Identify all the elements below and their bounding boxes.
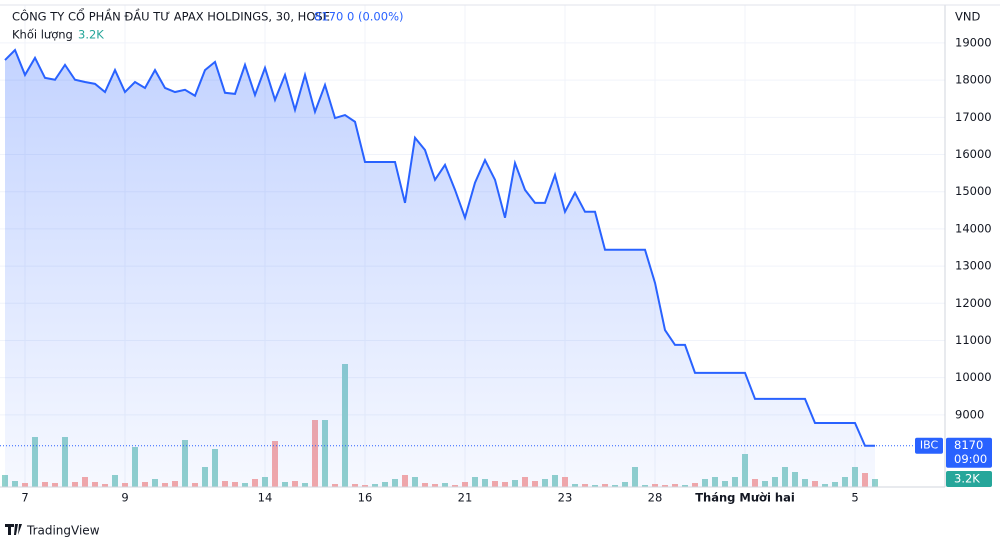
chart-title: CÔNG TY CỔ PHẦN ĐẦU TƯ APAX HOLDINGS, 30…	[12, 8, 330, 24]
x-tick-label: 16	[358, 491, 373, 505]
x-tick-label: 9	[121, 491, 128, 505]
y-tick-label: 17000	[955, 110, 992, 124]
x-tick-label: 21	[458, 491, 473, 505]
price-line	[4, 48, 875, 447]
x-tick-label: Tháng Mười hai	[695, 491, 795, 505]
time-badge-label: 09:00	[954, 452, 987, 466]
x-tick-label: 28	[648, 491, 663, 505]
brand-logo: TradingView	[5, 524, 100, 538]
y-tick-label: 14000	[955, 221, 992, 235]
price-change: 0 (0.00%)	[347, 10, 403, 24]
x-tick-label: 7	[21, 491, 28, 505]
y-tick-label: 13000	[955, 259, 992, 273]
symbol-badge	[915, 437, 943, 454]
currency: VND	[955, 10, 980, 24]
area	[5, 50, 875, 487]
y-tick-label: 15000	[955, 184, 992, 198]
brand: TradingView	[26, 524, 100, 538]
y-tick-label: 16000	[955, 147, 992, 161]
volume-last: 3.2K	[78, 28, 104, 42]
volume-badge-label: 3.2K	[954, 472, 980, 486]
y-tick-label: 18000	[955, 73, 992, 87]
plot	[0, 48, 945, 487]
x-tick-label: 14	[258, 491, 273, 505]
x-tick-label: 23	[558, 491, 573, 505]
y-tick-label: 12000	[955, 296, 992, 310]
last-price: 8170	[314, 10, 343, 24]
volume-legend: Khối lượng	[12, 28, 73, 42]
x-tick-label: 5	[851, 491, 858, 505]
volume-badge	[946, 471, 992, 487]
price-badge	[946, 437, 992, 468]
y-tick-label: 9000	[955, 407, 984, 421]
symbol-label: IBC	[920, 439, 939, 452]
y-tick-label: 10000	[955, 370, 992, 384]
y-tick-label: 19000	[955, 35, 992, 49]
price-badge-label: 8170	[954, 438, 983, 452]
y-tick-label: 11000	[955, 333, 992, 347]
